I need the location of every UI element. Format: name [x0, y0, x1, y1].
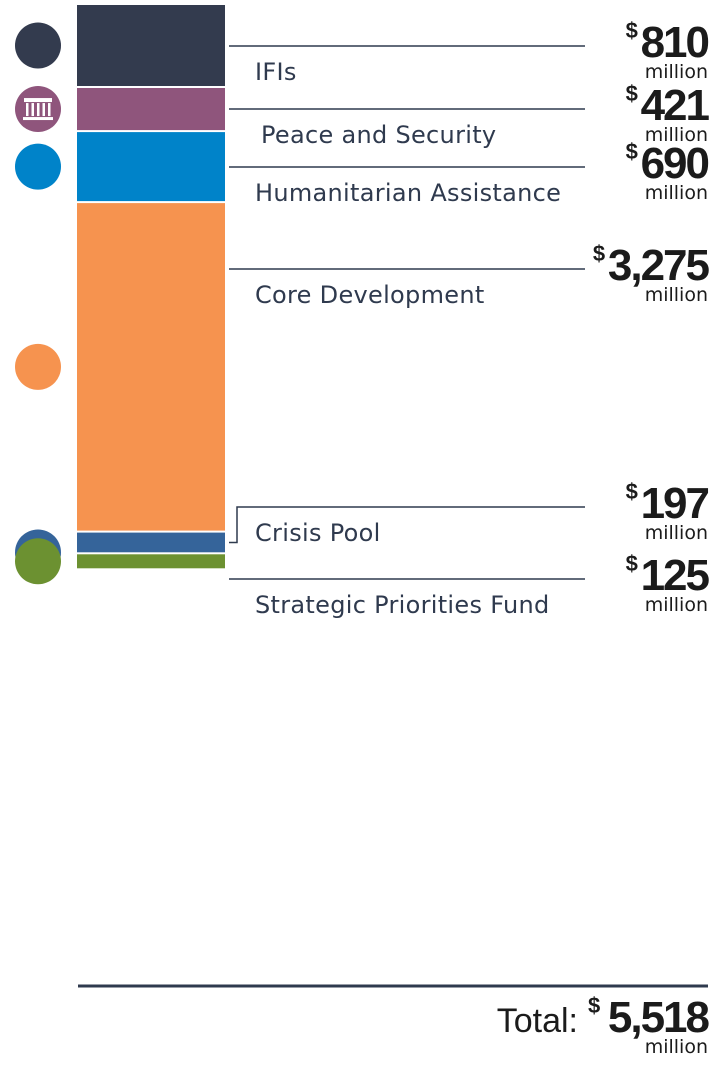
category-label-peace-and-security: Peace and Security	[261, 121, 496, 149]
category-labels: IFIs Peace and Security Humanitarian Assis…	[255, 58, 561, 619]
humanitarian-dot-icon	[15, 143, 61, 190]
icon-circle	[15, 22, 61, 69]
bar-segment-crisis-pool	[77, 532, 225, 553]
amount-unit: million	[645, 522, 708, 544]
legend-icons	[15, 22, 61, 585]
amount-currency: $	[626, 139, 638, 164]
amount-strategic-priorities-fund: 125$ million	[626, 551, 712, 616]
building-column	[48, 103, 51, 117]
amount-value: 421	[641, 81, 710, 130]
bar-segment-ifis	[77, 5, 225, 86]
amount-currency: $	[626, 81, 638, 106]
amount-ifis: 810$ million	[626, 18, 711, 83]
amount-currency: $	[626, 551, 638, 576]
amount-unit: million	[645, 284, 708, 306]
building-column	[42, 103, 45, 117]
bar-segment-humanitarian-assistance	[77, 132, 225, 202]
building-column	[26, 103, 29, 117]
building-column	[37, 103, 40, 117]
amount-humanitarian-assistance: 690$ million	[626, 139, 711, 204]
amount-unit: million	[645, 124, 708, 146]
bar-segment-core-development	[77, 203, 225, 531]
category-label-crisis-pool: Crisis Pool	[255, 519, 381, 547]
category-label-strategic-priorities-fund: Strategic Priorities Fund	[255, 591, 550, 619]
amount-currency: $	[626, 18, 638, 43]
building-roof	[24, 98, 52, 103]
leader-lines	[229, 45, 585, 580]
total-value: 5,518	[608, 993, 710, 1042]
amount-value: 810	[641, 18, 709, 67]
bar-segment-peace-and-security	[77, 88, 225, 131]
amount-core-development: 3,275$ million	[593, 241, 712, 306]
amount-peace-and-security: 421$ million	[626, 81, 712, 146]
total-unit: million	[645, 1036, 708, 1058]
amount-unit: million	[645, 182, 708, 204]
amount-crisis-pool: 197$ million	[626, 479, 711, 544]
total-amount: Total: $ 5,518 million	[497, 993, 712, 1058]
leader-line-crisis-pool	[229, 506, 585, 544]
institution-building-icon	[15, 86, 61, 133]
icon-circle	[15, 143, 61, 190]
stacked-bar	[77, 5, 225, 569]
amount-value: 125	[641, 551, 710, 600]
amount-labels: 810$million421$million690$million3,275$m…	[593, 18, 712, 616]
category-label-ifis: IFIs	[255, 58, 297, 86]
building-column	[31, 103, 34, 117]
amount-value: 197	[641, 479, 709, 528]
amount-unit: million	[645, 594, 708, 616]
ifi-dot-icon	[15, 22, 61, 69]
strategic-priorities-dot-icon	[15, 538, 61, 585]
total-currency: $	[588, 993, 600, 1018]
icon-circle	[15, 343, 61, 390]
amount-value: 3,275	[608, 241, 710, 290]
amount-value: 690	[641, 139, 709, 188]
building-base	[23, 117, 53, 121]
bar-segment-strategic-priorities-fund	[77, 554, 225, 569]
icon-circle	[15, 538, 61, 585]
amount-currency: $	[593, 241, 605, 266]
total-label: Total:	[497, 1002, 578, 1040]
core-development-dot-icon	[15, 343, 61, 390]
amount-currency: $	[626, 479, 638, 504]
amount-unit: million	[645, 61, 708, 83]
category-label-core-development: Core Development	[255, 281, 485, 309]
category-label-humanitarian-assistance: Humanitarian Assistance	[255, 179, 561, 207]
